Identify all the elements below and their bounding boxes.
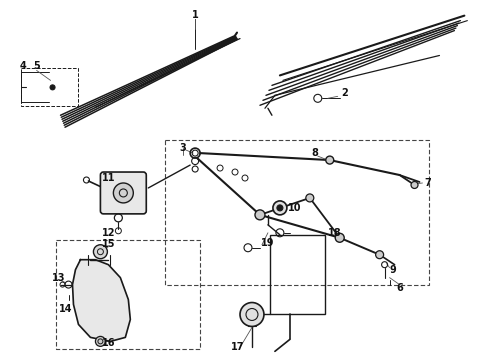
Bar	[55, 240, 200, 349]
Polygon shape	[73, 260, 130, 341]
Circle shape	[326, 156, 334, 164]
Text: 19: 19	[261, 238, 275, 248]
Circle shape	[335, 233, 344, 242]
Bar	[270, 235, 325, 315]
Circle shape	[273, 201, 287, 215]
Text: 5: 5	[33, 62, 40, 71]
Text: 11: 11	[101, 173, 115, 183]
Circle shape	[96, 336, 105, 346]
Text: 15: 15	[101, 239, 115, 249]
Circle shape	[94, 245, 107, 259]
Circle shape	[255, 210, 265, 220]
Text: 9: 9	[389, 265, 396, 275]
Text: 1: 1	[192, 10, 198, 20]
Text: 3: 3	[180, 143, 187, 153]
Text: 13: 13	[52, 273, 65, 283]
Text: 2: 2	[342, 88, 348, 98]
Text: 12: 12	[101, 228, 115, 238]
Text: 7: 7	[424, 178, 431, 188]
Circle shape	[376, 251, 384, 259]
Circle shape	[411, 181, 418, 189]
Text: 8: 8	[311, 148, 318, 158]
Text: 10: 10	[288, 203, 302, 213]
Text: 14: 14	[59, 305, 72, 315]
Circle shape	[50, 85, 55, 90]
Text: 17: 17	[231, 342, 245, 352]
Circle shape	[113, 183, 133, 203]
Circle shape	[277, 205, 283, 211]
Circle shape	[306, 194, 314, 202]
Text: 4: 4	[19, 62, 26, 71]
Text: 16: 16	[101, 338, 115, 348]
Bar	[21, 68, 78, 106]
Text: 6: 6	[396, 283, 403, 293]
Circle shape	[240, 302, 264, 327]
Bar	[165, 140, 429, 285]
FancyBboxPatch shape	[100, 172, 147, 214]
Text: 18: 18	[328, 228, 342, 238]
